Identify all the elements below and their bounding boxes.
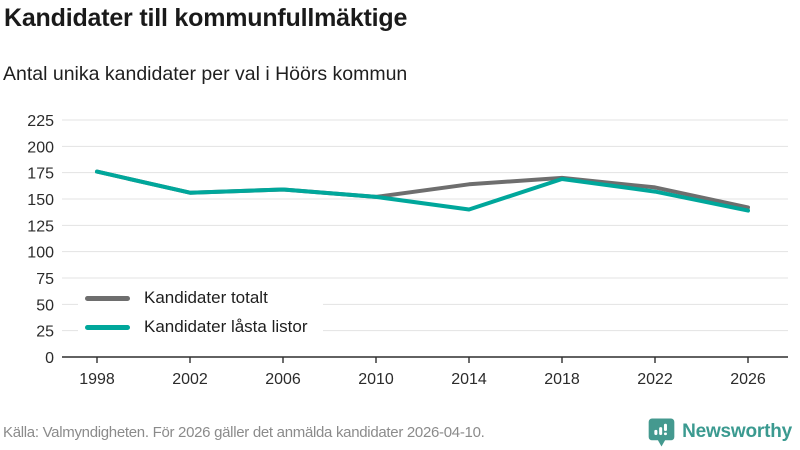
legend: Kandidater totalt Kandidater låsta listo… (78, 281, 324, 344)
x-axis-label: 2006 (265, 371, 301, 388)
x-axis-label: 2022 (637, 371, 673, 388)
y-axis-label: 0 (45, 350, 54, 367)
newsworthy-wordmark: Newsworthy (682, 421, 792, 442)
legend-swatch-total (85, 295, 130, 301)
x-axis-label: 2014 (451, 371, 487, 388)
x-axis-label: 2018 (544, 371, 580, 388)
x-axis-label: 2026 (730, 371, 766, 388)
legend-label-locked-lists: Kandidater låsta listor (144, 317, 308, 336)
chart-subtitle: Antal unika kandidater per val i Höörs k… (3, 63, 408, 85)
y-axis-label: 200 (27, 139, 54, 156)
y-axis-label: 150 (27, 192, 54, 209)
y-axis-label: 175 (27, 166, 54, 183)
x-axis-label: 2010 (358, 371, 394, 388)
y-axis-label: 75 (36, 271, 54, 288)
y-axis-label: 125 (27, 218, 54, 235)
x-axis-label: 1998 (79, 371, 115, 388)
y-axis-label: 25 (36, 324, 54, 341)
newsworthy-logo: Newsworthy (648, 418, 792, 447)
legend-item-total: Kandidater totalt (85, 288, 307, 308)
y-axis-label: 50 (36, 297, 54, 314)
bar-chart-pin-icon (648, 418, 675, 446)
series-line-locked-lists (95, 169, 750, 213)
legend-label-total: Kandidater totalt (144, 288, 268, 307)
x-axis-label: 2002 (172, 371, 208, 388)
legend-item-locked-lists: Kandidater låsta listor (85, 317, 307, 337)
page-title: Kandidater till kommunfullmäktige (4, 4, 408, 32)
y-axis-label: 100 (27, 245, 54, 262)
source-note: Källa: Valmyndigheten. För 2026 gäller d… (3, 423, 485, 441)
footer: Källa: Valmyndigheten. För 2026 gäller d… (0, 414, 792, 450)
legend-swatch-locked-lists (85, 324, 130, 330)
y-axis-label: 225 (27, 113, 54, 130)
